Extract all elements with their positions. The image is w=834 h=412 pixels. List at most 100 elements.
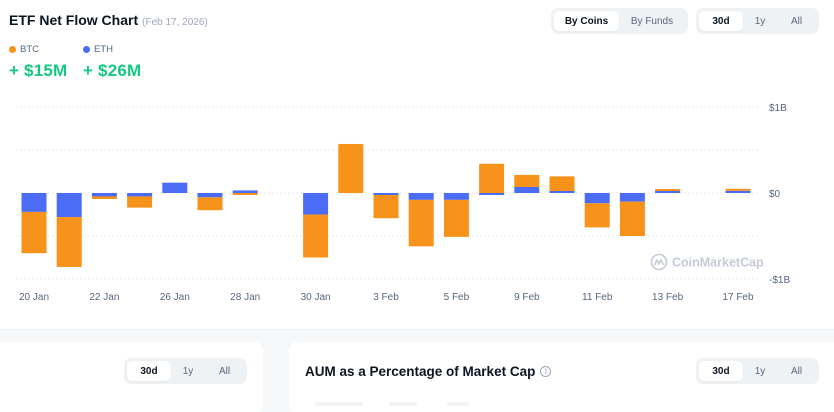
bar-group[interactable] — [91, 193, 117, 200]
eth-bar-segment[interactable] — [303, 193, 329, 215]
bar-group[interactable] — [127, 193, 153, 208]
legend-label: ETH — [94, 44, 113, 55]
eth-bar-segment[interactable] — [584, 193, 610, 204]
chart-bars[interactable] — [21, 143, 751, 267]
info-icon[interactable]: i — [540, 366, 552, 377]
eth-bar-segment[interactable] — [21, 193, 47, 212]
range-1y-button[interactable]: 1y — [182, 365, 194, 377]
btc-bar-segment[interactable] — [655, 189, 681, 191]
legend-label: BTC — [20, 44, 39, 55]
bar-group[interactable] — [725, 188, 751, 193]
btc-bar-segment[interactable] — [584, 203, 610, 228]
bar-group[interactable] — [443, 193, 469, 237]
coinmarketcap-logo-icon — [650, 253, 668, 271]
x-tick-label: 28 Jan — [230, 292, 260, 303]
chart-date: (Feb 17, 2026) — [142, 17, 208, 28]
legend: BTC + $15M ETH + $26M — [9, 44, 157, 81]
bar-group[interactable] — [232, 190, 258, 195]
eth-bar-segment[interactable] — [56, 193, 82, 218]
btc-bar-segment[interactable] — [514, 174, 540, 187]
y-axis-labels: $1B $0 -$1B — [769, 103, 790, 286]
eth-bar-segment[interactable] — [514, 186, 540, 193]
eth-dot-icon — [83, 46, 90, 53]
range-30d-button[interactable]: 30d — [127, 361, 171, 381]
btc-bar-segment[interactable] — [619, 201, 645, 236]
btc-bar-segment[interactable] — [338, 143, 364, 193]
range-30d-button[interactable]: 30d — [699, 11, 743, 31]
aum-card-title: AUM as a Percentage of Market Cap i — [305, 364, 552, 379]
aum-percentage-card: AUM as a Percentage of Market Cap i 30d … — [289, 342, 834, 412]
btc-net-flow-value: + $15M — [9, 61, 68, 80]
btc-bar-segment[interactable] — [725, 188, 751, 191]
btc-bar-segment[interactable] — [56, 217, 82, 267]
bar-group[interactable] — [197, 193, 223, 211]
x-tick-label: 20 Jan — [19, 292, 49, 303]
eth-bar-segment[interactable] — [91, 193, 117, 197]
btc-bar-segment[interactable] — [127, 196, 153, 208]
eth-bar-segment[interactable] — [408, 193, 434, 200]
bar-group[interactable] — [162, 182, 188, 193]
eth-bar-segment[interactable] — [549, 191, 575, 193]
eth-bar-segment[interactable] — [162, 182, 188, 193]
eth-bar-segment[interactable] — [443, 193, 469, 200]
x-tick-label: 11 Feb — [582, 292, 613, 303]
btc-bar-segment[interactable] — [303, 214, 329, 258]
range-1y-button[interactable]: 1y — [754, 365, 766, 377]
eth-bar-segment[interactable] — [479, 193, 505, 195]
bar-group[interactable] — [584, 193, 610, 228]
btc-bar-segment[interactable] — [549, 176, 575, 191]
legend-item-btc[interactable]: BTC + $15M — [9, 44, 83, 81]
coinmarketcap-watermark: CoinMarketCap — [650, 253, 764, 271]
eth-bar-segment[interactable] — [232, 190, 258, 193]
range-toggle: 30d 1y All — [696, 8, 819, 34]
chart-title: ETF Net Flow Chart — [9, 12, 139, 28]
range-1y-button[interactable]: 1y — [754, 15, 766, 27]
range-all-button[interactable]: All — [790, 365, 803, 377]
btc-dot-icon — [9, 46, 16, 53]
chart-header: ETF Net Flow Chart (Feb 17, 2026) — [9, 12, 208, 28]
range-all-button[interactable]: All — [790, 15, 803, 27]
eth-bar-segment[interactable] — [619, 193, 645, 202]
bar-group[interactable] — [303, 193, 329, 258]
net-flow-bar-chart[interactable]: $1B $0 -$1B 20 Jan 22 Jan 26 Jan 28 Jan 30 Jan… — [0, 0, 834, 330]
btc-bar-segment[interactable] — [443, 199, 469, 237]
range-all-button[interactable]: All — [218, 365, 231, 377]
btc-bar-segment[interactable] — [408, 199, 434, 247]
bar-group[interactable] — [619, 193, 645, 236]
loading-skeleton — [315, 402, 363, 406]
btc-bar-segment[interactable] — [373, 195, 399, 219]
eth-bar-segment[interactable] — [655, 191, 681, 193]
bar-group[interactable] — [56, 193, 82, 267]
bar-group[interactable] — [655, 189, 681, 193]
by-funds-button[interactable]: By Funds — [630, 15, 674, 27]
bar-group[interactable] — [514, 174, 540, 193]
bar-group[interactable] — [373, 193, 399, 219]
btc-bar-segment[interactable] — [479, 163, 505, 193]
eth-bar-segment[interactable] — [373, 193, 399, 195]
x-tick-label: 22 Jan — [89, 292, 119, 303]
btc-bar-segment[interactable] — [232, 193, 258, 195]
bar-group[interactable] — [21, 193, 47, 254]
eth-bar-segment[interactable] — [725, 190, 751, 193]
x-tick-label: 9 Feb — [514, 292, 540, 303]
eth-bar-segment[interactable] — [127, 193, 153, 197]
eth-net-flow-value: + $26M — [83, 61, 142, 80]
x-tick-label: 3 Feb — [373, 292, 399, 303]
by-coins-button[interactable]: By Coins — [554, 11, 619, 31]
legend-item-eth[interactable]: ETH + $26M — [83, 44, 157, 81]
watermark-text: CoinMarketCap — [672, 256, 764, 270]
loading-skeleton — [389, 402, 417, 406]
bar-group[interactable] — [479, 163, 505, 195]
btc-bar-segment[interactable] — [91, 196, 117, 200]
bar-group[interactable] — [338, 143, 364, 193]
x-tick-label: 17 Feb — [722, 292, 754, 303]
range-30d-button[interactable]: 30d — [699, 361, 743, 381]
bar-group[interactable] — [408, 193, 434, 247]
bar-group[interactable] — [549, 176, 575, 193]
view-toggle: By Coins By Funds — [551, 8, 688, 34]
eth-bar-segment[interactable] — [197, 193, 223, 198]
aum-range-toggle: 30d 1y All — [696, 358, 819, 384]
btc-bar-segment[interactable] — [21, 211, 47, 254]
btc-bar-segment[interactable] — [197, 197, 223, 211]
x-tick-label: 5 Feb — [444, 292, 470, 303]
